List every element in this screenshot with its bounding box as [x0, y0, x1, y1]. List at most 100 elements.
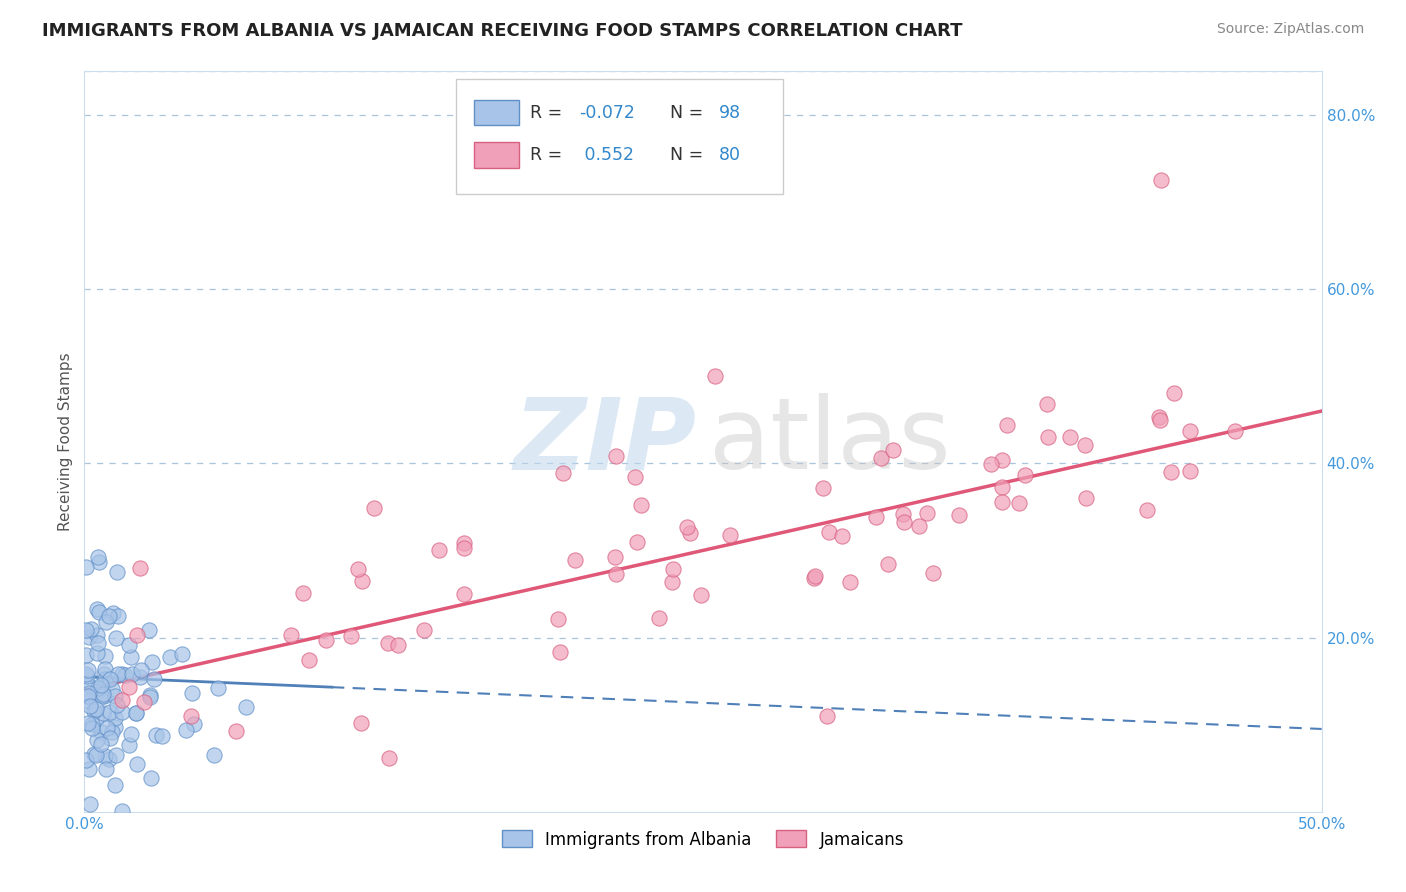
Text: 80: 80 [718, 146, 741, 164]
Point [118, 638, 141, 652]
Point [891, 507, 914, 521]
Point [648, 611, 671, 625]
Text: ZIP: ZIP [513, 393, 697, 490]
Point [882, 443, 904, 458]
Point [120, 727, 142, 741]
Point [915, 506, 938, 520]
Point [86, 732, 108, 747]
Point [80, 716, 103, 731]
Point [811, 481, 834, 495]
FancyBboxPatch shape [474, 100, 519, 126]
Point [453, 587, 475, 601]
Point [105, 748, 128, 763]
Point [79, 630, 101, 644]
Point [138, 690, 160, 705]
Point [125, 706, 148, 720]
Point [605, 567, 627, 582]
Point [839, 575, 862, 590]
Point [225, 724, 247, 739]
Point [661, 575, 683, 590]
Point [105, 698, 128, 713]
Text: 0.552: 0.552 [579, 146, 634, 164]
Point [79, 698, 101, 713]
Point [159, 650, 181, 665]
Text: -0.072: -0.072 [579, 103, 636, 122]
Point [77, 690, 100, 704]
Point [77, 663, 100, 677]
Point [1008, 495, 1031, 509]
Point [129, 561, 152, 575]
Point [1160, 465, 1182, 479]
Point [908, 519, 931, 533]
Point [86, 646, 108, 660]
Point [815, 709, 838, 723]
Point [174, 723, 197, 738]
Point [818, 525, 841, 540]
Point [690, 588, 713, 602]
Point [548, 645, 571, 659]
Point [125, 706, 148, 721]
Text: R =: R = [530, 103, 562, 122]
Point [547, 612, 569, 626]
Point [94, 648, 117, 663]
Text: Source: ZipAtlas.com: Source: ZipAtlas.com [1216, 22, 1364, 37]
Point [87, 636, 110, 650]
Point [1074, 438, 1097, 452]
Point [427, 542, 450, 557]
Point [605, 449, 627, 463]
Point [387, 639, 409, 653]
Point [1223, 424, 1246, 438]
Point [139, 772, 162, 786]
Point [340, 628, 363, 642]
Point [75, 560, 97, 574]
Point [105, 566, 128, 580]
Point [121, 666, 143, 681]
Point [107, 666, 129, 681]
Point [77, 678, 100, 692]
Point [132, 695, 155, 709]
Point [82, 721, 104, 735]
Point [129, 663, 152, 677]
Point [630, 498, 652, 512]
Point [93, 690, 115, 704]
Point [831, 529, 853, 543]
Point [679, 525, 702, 540]
Point [89, 555, 111, 569]
Point [180, 709, 202, 723]
Point [79, 797, 101, 811]
Point [1147, 409, 1170, 424]
Point [869, 450, 891, 465]
Point [1150, 173, 1173, 187]
Point [98, 752, 121, 766]
Point [84, 712, 107, 726]
Point [280, 628, 302, 642]
Point [93, 672, 115, 686]
Point [1036, 397, 1059, 411]
FancyBboxPatch shape [456, 78, 783, 194]
Point [564, 553, 586, 567]
Point [125, 627, 148, 641]
Point [125, 757, 148, 772]
Point [138, 623, 160, 637]
Point [75, 648, 97, 662]
Point [111, 666, 134, 681]
Point [94, 749, 117, 764]
Point [77, 762, 100, 776]
Point [91, 706, 114, 720]
Point [675, 520, 697, 534]
Point [77, 694, 100, 708]
Point [87, 681, 110, 695]
Point [150, 729, 173, 743]
Point [100, 725, 122, 739]
Point [207, 681, 229, 695]
Point [626, 534, 648, 549]
Point [1074, 491, 1097, 505]
Point [76, 716, 98, 731]
Point [104, 689, 127, 703]
Text: atlas: atlas [709, 393, 950, 490]
Point [453, 541, 475, 555]
Point [347, 561, 370, 575]
Point [412, 623, 434, 637]
Point [98, 673, 121, 687]
Point [350, 574, 373, 588]
